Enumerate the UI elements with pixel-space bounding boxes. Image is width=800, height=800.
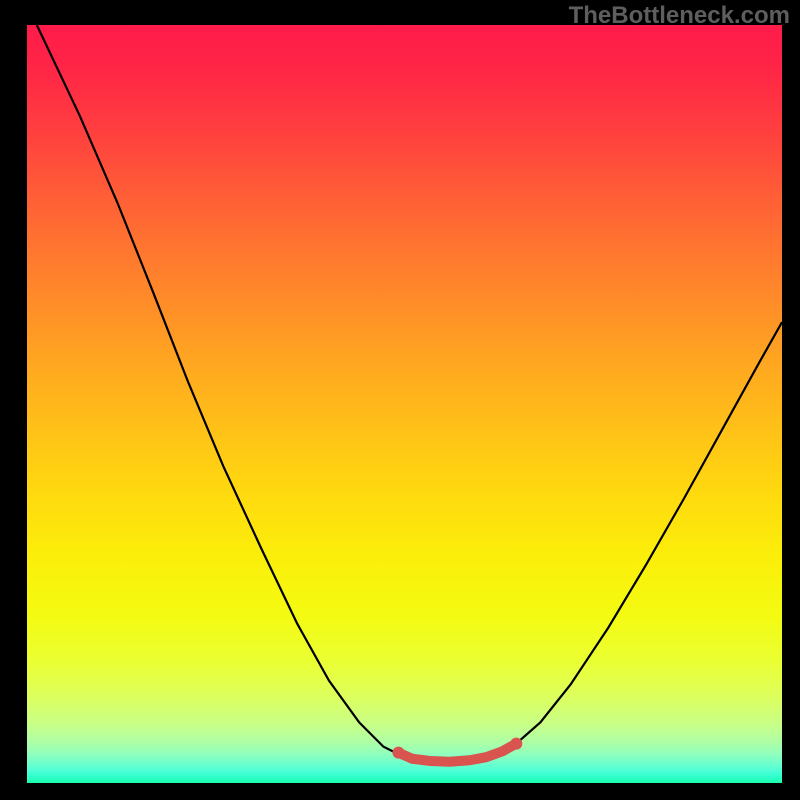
main-curve-path [37, 25, 782, 760]
plot-area [27, 25, 782, 783]
watermark-label: TheBottleneck.com [569, 2, 790, 30]
curve-layer [27, 25, 782, 783]
highlight-curve-path [398, 744, 516, 762]
